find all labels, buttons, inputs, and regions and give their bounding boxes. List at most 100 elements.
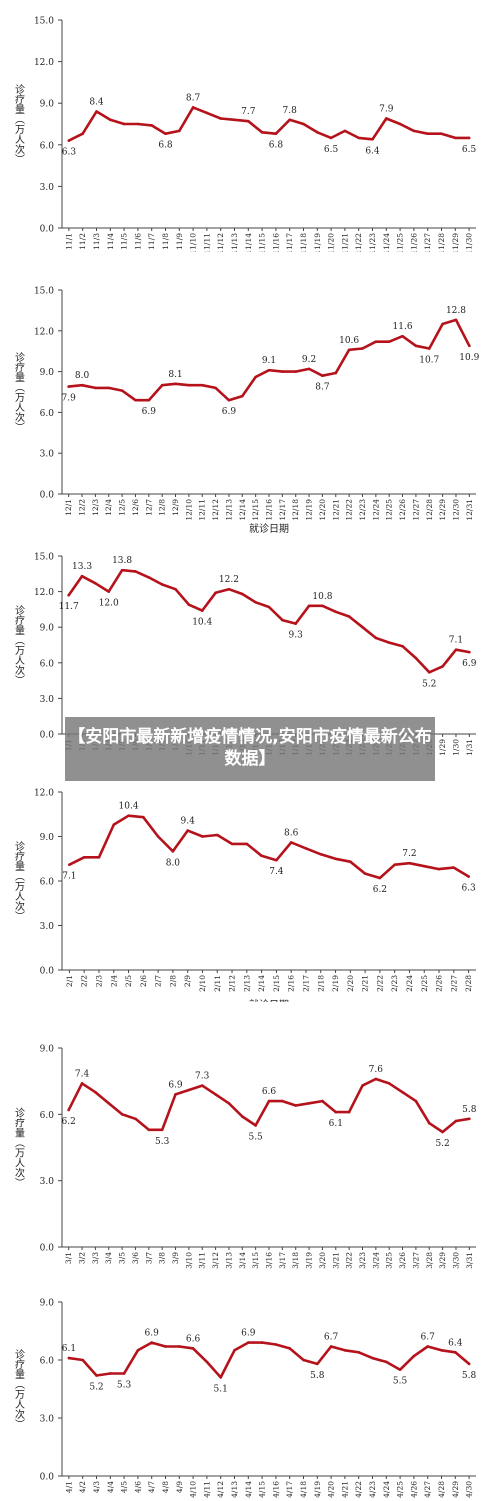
data-point (387, 641, 391, 644)
y-tick-label: 9.0 (40, 833, 55, 843)
data-label: 6.1 (62, 1344, 76, 1354)
data-label: 5.8 (310, 1371, 325, 1381)
x-tick-label: 3/5 (118, 1252, 127, 1264)
data-label: 6.9 (145, 1329, 160, 1339)
x-tick-label: 2/2 (80, 975, 89, 987)
data-label: 6.8 (269, 141, 284, 151)
x-tick-label: 2/17 (301, 975, 310, 992)
x-tick-label: 11/8 (161, 233, 170, 250)
y-tick-label: 9.0 (40, 368, 55, 378)
data-point (267, 368, 271, 372)
y-tick-label: 0.0 (40, 967, 55, 977)
data-point (214, 1093, 217, 1096)
y-tick-label: 12.0 (34, 588, 54, 598)
data-point (347, 1110, 351, 1114)
x-tick-label: 3/2 (78, 1252, 87, 1264)
data-point (80, 1082, 84, 1085)
data-point (288, 118, 292, 122)
x-tick-label: 3/15 (251, 1252, 260, 1269)
data-point (174, 382, 177, 386)
data-point (414, 656, 418, 660)
x-tick-label: 12/8 (158, 499, 167, 516)
y-axis-label: 诊疗量（万人次） (13, 1106, 25, 1187)
data-label: 7.4 (269, 867, 284, 877)
y-tick-label: 9.0 (40, 1299, 55, 1309)
data-point (319, 853, 323, 856)
x-tick-label: 3/14 (238, 1252, 247, 1269)
data-point (454, 648, 458, 652)
x-tick-label: 2/19 (331, 975, 340, 992)
x-tick-label: 2/16 (287, 975, 296, 992)
series-line (67, 1341, 471, 1379)
data-point (408, 861, 411, 865)
x-tick-label: 2/24 (405, 975, 414, 992)
chart-february: 0.0 3.0 6.0 9.0 12.0 诊疗量（万人次） 2/1 2/2 2/3 2/4 2/5 2… (13, 789, 477, 1003)
x-tick-label: 3/30 (451, 1252, 460, 1269)
data-point (230, 842, 234, 846)
data-point (343, 1349, 347, 1352)
x-tick-label: 12/5 (118, 499, 127, 516)
x-tick-label: 12/20 (318, 499, 327, 521)
data-point (247, 119, 250, 123)
data-point (107, 1101, 111, 1105)
x-tick-label: 3/19 (305, 1252, 314, 1269)
data-label: 10.7 (419, 355, 439, 365)
data-label: 6.6 (186, 1334, 201, 1344)
data-point (95, 1374, 98, 1377)
data-label: 5.3 (155, 1137, 170, 1147)
data-point (294, 370, 298, 373)
x-tick-label: 4/16 (271, 1481, 280, 1498)
x-tick-label: 11/7 (147, 233, 156, 250)
x-tick-label: 4/9 (175, 1481, 184, 1493)
data-point (127, 814, 130, 818)
data-point (136, 122, 140, 126)
data-point (347, 615, 351, 618)
data-point (142, 815, 145, 819)
data-point (441, 322, 444, 326)
data-label: 9.2 (302, 355, 316, 365)
data-point (307, 367, 311, 371)
data-point (349, 860, 352, 864)
data-point (321, 374, 324, 377)
data-point (187, 603, 191, 606)
y-tick-label: 9.0 (40, 1045, 55, 1055)
x-tick-label: 3/8 (158, 1252, 167, 1264)
x-tick-label: 4/22 (354, 1481, 363, 1498)
x-tick-label: 4/24 (382, 1481, 391, 1498)
data-point (361, 625, 364, 629)
y-tick-label: 3.0 (40, 922, 55, 932)
data-point (387, 1082, 391, 1085)
data-label: 11.6 (393, 322, 413, 332)
x-tick-label: 3/10 (184, 1252, 193, 1269)
x-tick-label: 2/4 (109, 975, 118, 987)
data-label: 9.4 (181, 817, 196, 827)
data-point (136, 1349, 140, 1352)
data-label: 6.2 (373, 885, 387, 895)
data-label: 12.0 (99, 599, 119, 609)
data-point (454, 318, 458, 322)
data-point (304, 847, 308, 850)
series-line (67, 106, 471, 142)
data-point (454, 1350, 457, 1354)
x-tick-label: 12/16 (265, 499, 274, 521)
data-point (260, 854, 263, 858)
y-axis-label: 诊疗量（万人次） (13, 83, 25, 164)
data-point (214, 386, 217, 390)
x-tick-label: 4/13 (230, 1481, 239, 1498)
x-tick-label: 4/26 (409, 1481, 418, 1498)
data-point (361, 1084, 364, 1087)
x-tick-label: 4/8 (161, 1481, 170, 1493)
data-point (94, 386, 97, 390)
x-tick-label: 12/29 (438, 499, 447, 521)
data-point (374, 340, 378, 343)
x-tick-label: 12/21 (331, 499, 340, 521)
data-point (160, 583, 164, 586)
data-label: 10.4 (192, 618, 212, 628)
data-label: 11.7 (59, 602, 79, 612)
chart-march: 0.0 3.0 6.0 9.0 诊疗量（万人次） 3/1 3/2 3/3 3/4 3/5 3/6 3/… (13, 1045, 477, 1269)
x-tick-label: 4/11 (202, 1481, 211, 1498)
x-tick-label: 12/10 (184, 499, 193, 521)
data-point (160, 383, 164, 387)
data-label: 7.6 (369, 1065, 384, 1075)
data-point (147, 576, 151, 579)
